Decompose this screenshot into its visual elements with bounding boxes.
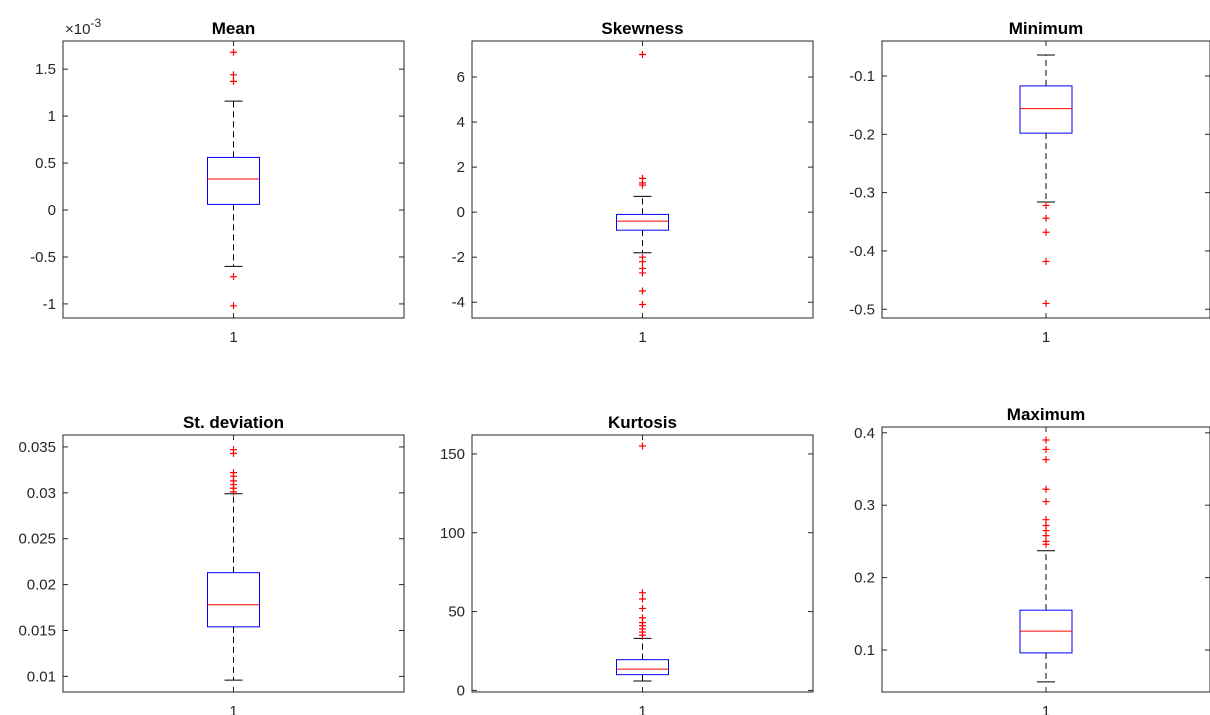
y-tick-label: 4 bbox=[457, 114, 465, 131]
outlier-point bbox=[1042, 498, 1050, 506]
outlier-point bbox=[639, 589, 646, 597]
y-tick-label: 150 bbox=[440, 446, 465, 463]
y-tick-label: 0.4 bbox=[854, 425, 875, 442]
chart-title: Minimum bbox=[1009, 19, 1084, 38]
y-tick-label: -0.2 bbox=[849, 126, 875, 143]
outlier-point bbox=[1042, 445, 1050, 453]
y-tick-label: 0.025 bbox=[18, 531, 56, 548]
outlier-point bbox=[1042, 299, 1050, 307]
outlier-point bbox=[230, 302, 237, 310]
y-tick-label: 0.01 bbox=[27, 668, 56, 685]
iqr-box bbox=[207, 572, 260, 628]
y-tick-label: -1 bbox=[43, 296, 56, 313]
chart-title: Kurtosis bbox=[608, 413, 677, 432]
outlier-point bbox=[639, 181, 646, 189]
y-tick-label: 1 bbox=[48, 108, 56, 125]
x-tick-label: 1 bbox=[638, 329, 646, 346]
outlier-point bbox=[1042, 540, 1050, 548]
chart-title: St. deviation bbox=[183, 413, 284, 432]
outlier-point bbox=[230, 71, 237, 79]
outlier-point bbox=[1042, 436, 1050, 444]
y-tick-label: -0.5 bbox=[849, 301, 875, 318]
y-tick-label: 0 bbox=[457, 204, 465, 221]
outlier-point bbox=[230, 449, 237, 457]
outlier-point bbox=[639, 300, 646, 308]
y-exponent-label: ×10-3 bbox=[65, 16, 101, 38]
x-tick-label: 1 bbox=[229, 329, 237, 346]
x-tick-label: 1 bbox=[229, 703, 237, 715]
outlier-point bbox=[639, 631, 646, 639]
y-tick-label: 0 bbox=[457, 682, 465, 699]
chart-title: Mean bbox=[212, 19, 255, 38]
y-tick-label: 0.02 bbox=[27, 577, 56, 594]
y-tick-label: 0.035 bbox=[18, 439, 56, 456]
y-tick-label: -0.5 bbox=[30, 249, 56, 266]
y-tick-label: 0.1 bbox=[854, 642, 875, 659]
x-tick-label: 1 bbox=[1042, 703, 1050, 715]
y-tick-label: -2 bbox=[452, 249, 465, 266]
y-tick-label: 0.03 bbox=[27, 485, 56, 502]
y-tick-label: 0.2 bbox=[854, 570, 875, 587]
y-tick-label: 0.015 bbox=[18, 623, 56, 640]
outlier-point bbox=[639, 269, 646, 277]
outlier-point bbox=[1042, 201, 1050, 209]
outlier-point bbox=[1042, 257, 1050, 265]
outlier-point bbox=[639, 595, 646, 603]
y-tick-label: -0.3 bbox=[849, 185, 875, 202]
y-tick-label: -4 bbox=[452, 294, 465, 311]
y-tick-label: 0 bbox=[48, 202, 56, 219]
chart-title: Skewness bbox=[601, 19, 683, 38]
outlier-point bbox=[639, 442, 646, 450]
outlier-point bbox=[639, 51, 646, 59]
y-tick-label: 1.5 bbox=[35, 61, 56, 78]
outlier-point bbox=[230, 273, 237, 281]
outlier-point bbox=[639, 604, 646, 612]
y-exponent-power: -3 bbox=[90, 16, 101, 30]
plot-area-5 bbox=[471, 434, 814, 693]
iqr-box bbox=[616, 213, 669, 231]
y-tick-label: -0.4 bbox=[849, 243, 875, 260]
outlier-point bbox=[639, 287, 646, 295]
x-tick-label: 1 bbox=[638, 703, 646, 715]
y-tick-label: 0.5 bbox=[35, 155, 56, 172]
iqr-box bbox=[1019, 85, 1073, 134]
outlier-point bbox=[1042, 456, 1050, 464]
outlier-point bbox=[1042, 228, 1050, 236]
outlier-point bbox=[230, 77, 237, 85]
outlier-point bbox=[1042, 485, 1050, 493]
iqr-box bbox=[207, 156, 260, 205]
y-tick-label: -0.1 bbox=[849, 68, 875, 85]
chart-title: Maximum bbox=[1007, 405, 1085, 424]
y-tick-label: 6 bbox=[457, 69, 465, 86]
y-tick-label: 0.3 bbox=[854, 497, 875, 514]
y-tick-label: 2 bbox=[457, 159, 465, 176]
iqr-box bbox=[616, 659, 669, 676]
outlier-point bbox=[230, 488, 237, 496]
y-tick-label: 100 bbox=[440, 525, 465, 542]
outlier-point bbox=[639, 258, 646, 266]
outlier-point bbox=[1042, 214, 1050, 222]
x-tick-label: 1 bbox=[1042, 329, 1050, 346]
outlier-point bbox=[230, 48, 237, 56]
y-tick-label: 50 bbox=[448, 604, 465, 621]
